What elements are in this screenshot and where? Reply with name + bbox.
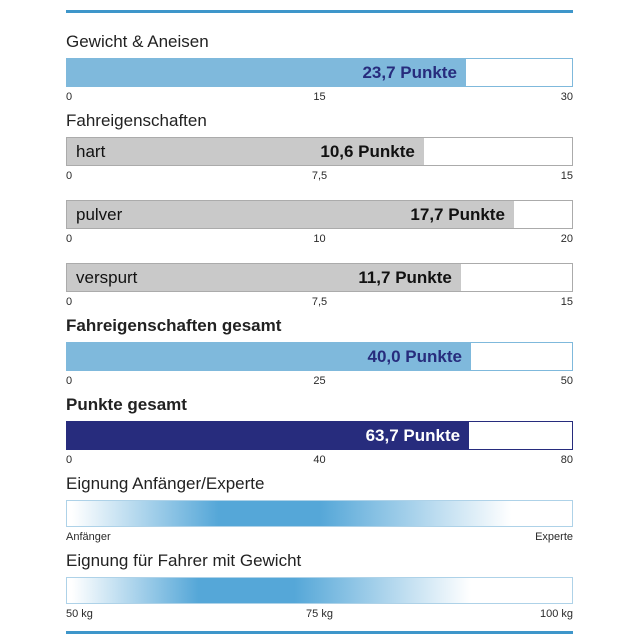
bar-fill: verspurt 11,7 Punkte <box>67 264 461 291</box>
bar-label: pulver <box>76 204 123 224</box>
axis-ticks: 0 7,5 15 <box>66 170 573 183</box>
bar-value: 40,0 Punkte <box>367 346 463 366</box>
bar-fill: 23,7 Punkte <box>67 59 466 86</box>
rating-section-hart: Fahreigenschaften hart 10,6 Punkte 0 7,5… <box>66 111 573 183</box>
bar-value: 63,7 Punkte <box>365 425 461 445</box>
bar-fill: pulver 17,7 Punkte <box>67 201 514 228</box>
bar-fill: 40,0 Punkte <box>67 343 471 370</box>
scale-label-mid: 75 kg <box>306 608 333 620</box>
rating-bar-gewicht: 23,7 Punkte <box>66 58 573 87</box>
rating-bar-fahreigenschaften-gesamt: 40,0 Punkte <box>66 342 573 371</box>
section-title-fahreigenschaften: Fahreigenschaften <box>66 111 207 130</box>
bar-value: 11,7 Punkte <box>358 267 452 287</box>
tick-min: 0 <box>66 454 73 466</box>
tick-max: 15 <box>560 296 573 308</box>
rating-section-punkte-gesamt: Punkte gesamt 63,7 Punkte 0 40 80 <box>66 395 573 467</box>
rating-section-gewicht: Gewicht & Aneisen 23,7 Punkte 0 15 30 <box>66 32 573 104</box>
axis-ticks: 0 25 50 <box>66 375 573 388</box>
tick-mid: 15 <box>313 91 326 103</box>
scale-label-right: Experte <box>535 531 573 543</box>
tick-mid: 7,5 <box>311 296 328 308</box>
rating-section-pulver: pulver 17,7 Punkte 0 10 20 <box>66 190 573 246</box>
tick-min: 0 <box>66 233 73 245</box>
rating-section-fahreigenschaften-gesamt: Fahreigenschaften gesamt 40,0 Punkte 0 2… <box>66 316 573 388</box>
rating-bar-punkte-gesamt: 63,7 Punkte <box>66 421 573 450</box>
section-title-gewicht: Gewicht & Aneisen <box>66 32 209 51</box>
bottom-divider <box>66 631 573 634</box>
axis-ticks: 0 7,5 15 <box>66 296 573 309</box>
scale-labels: Anfänger Experte <box>66 531 573 544</box>
section-title-eignung-skill: Eignung Anfänger/Experte <box>66 474 265 493</box>
tick-mid: 25 <box>313 375 326 387</box>
rating-bar-hart: hart 10,6 Punkte <box>66 137 573 166</box>
rating-section-verspurt: verspurt 11,7 Punkte 0 7,5 15 <box>66 253 573 309</box>
tick-min: 0 <box>66 170 73 182</box>
axis-ticks: 0 10 20 <box>66 233 573 246</box>
tick-max: 50 <box>560 375 573 387</box>
section-title-fahreigenschaften-gesamt: Fahreigenschaften gesamt <box>66 316 282 335</box>
tick-max: 80 <box>560 454 573 466</box>
axis-ticks: 0 15 30 <box>66 91 573 104</box>
tick-min: 0 <box>66 375 73 387</box>
gradient-scale-weight <box>66 577 573 604</box>
bar-label: verspurt <box>76 267 138 287</box>
bar-value: 23,7 Punkte <box>362 62 457 82</box>
tick-mid: 40 <box>313 454 326 466</box>
suitability-section-skill: Eignung Anfänger/Experte Anfänger Expert… <box>66 474 573 544</box>
bar-value: 10,6 Punkte <box>320 141 415 161</box>
gradient-scale-skill <box>66 500 573 527</box>
tick-min: 0 <box>66 91 73 103</box>
bar-fill: 63,7 Punkte <box>67 422 470 449</box>
tick-max: 30 <box>560 91 573 103</box>
section-title-punkte-gesamt: Punkte gesamt <box>66 395 187 414</box>
scale-label-left: Anfänger <box>66 531 111 543</box>
suitability-section-weight: Eignung für Fahrer mit Gewicht 50 kg 75 … <box>66 551 573 621</box>
tick-min: 0 <box>66 296 73 308</box>
section-title-eignung-gewicht: Eignung für Fahrer mit Gewicht <box>66 551 302 570</box>
tick-mid: 7,5 <box>311 170 328 182</box>
top-divider <box>66 10 573 13</box>
scale-labels: 50 kg 75 kg 100 kg <box>66 608 573 621</box>
bar-label: hart <box>76 141 106 161</box>
scale-label-right: 100 kg <box>539 608 573 620</box>
tick-max: 20 <box>560 233 573 245</box>
bar-fill: hart 10,6 Punkte <box>67 138 424 165</box>
scale-label-left: 50 kg <box>66 608 93 620</box>
axis-ticks: 0 40 80 <box>66 454 573 467</box>
tick-max: 15 <box>560 170 573 182</box>
rating-bar-pulver: pulver 17,7 Punkte <box>66 200 573 229</box>
bar-value: 17,7 Punkte <box>410 204 505 224</box>
tick-mid: 10 <box>313 233 326 245</box>
rating-bar-verspurt: verspurt 11,7 Punkte <box>66 263 573 292</box>
